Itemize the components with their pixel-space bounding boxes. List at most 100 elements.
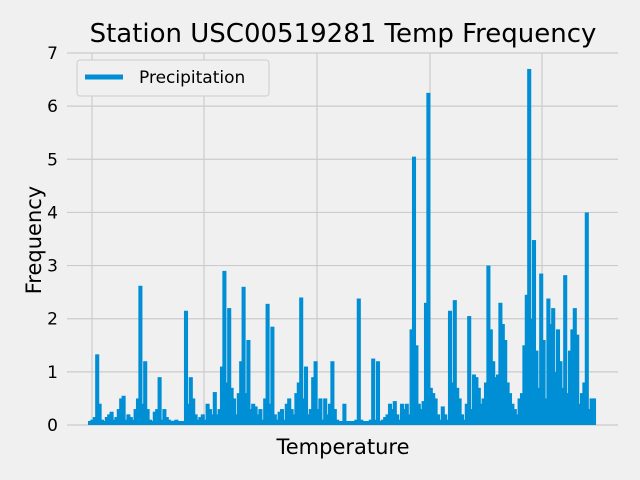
series-mark bbox=[474, 377, 479, 425]
series-mark bbox=[479, 403, 484, 425]
series-mark bbox=[512, 409, 517, 425]
series-mark bbox=[404, 403, 409, 425]
series-mark bbox=[522, 345, 527, 425]
series-mark bbox=[385, 414, 390, 425]
series-mark bbox=[138, 285, 143, 425]
series-mark bbox=[236, 393, 241, 425]
series-mark bbox=[205, 403, 210, 425]
series-mark bbox=[212, 392, 217, 425]
series-mark bbox=[517, 398, 522, 425]
series-mark bbox=[510, 403, 515, 425]
series-mark bbox=[162, 409, 167, 425]
series-mark bbox=[558, 361, 563, 425]
series-mark bbox=[435, 414, 441, 425]
series-mark bbox=[488, 329, 493, 425]
series-mark bbox=[591, 398, 597, 425]
series-mark bbox=[135, 398, 141, 425]
series-mark bbox=[303, 366, 309, 425]
series-mark bbox=[246, 339, 251, 425]
series-mark bbox=[495, 374, 501, 425]
series-mark bbox=[414, 345, 419, 425]
series-mark bbox=[481, 398, 486, 425]
series-mark bbox=[248, 409, 253, 425]
series-mark bbox=[555, 329, 561, 425]
series-mark bbox=[215, 414, 220, 425]
series-mark bbox=[251, 403, 256, 425]
series-mark bbox=[315, 409, 321, 425]
series-mark bbox=[539, 273, 544, 425]
series-mark bbox=[390, 409, 395, 425]
series-mark bbox=[553, 371, 558, 425]
series-mark bbox=[267, 403, 273, 425]
series-mark bbox=[356, 298, 361, 425]
series-mark bbox=[140, 403, 145, 425]
series-mark bbox=[299, 297, 304, 425]
series-mark bbox=[471, 374, 477, 425]
series-mark bbox=[469, 409, 474, 425]
series-mark bbox=[541, 339, 546, 425]
series-mark bbox=[258, 409, 263, 425]
series-mark bbox=[575, 334, 580, 425]
series-mark bbox=[450, 382, 455, 425]
legend-label-precipitation: Precipitation bbox=[139, 68, 245, 88]
series-mark bbox=[325, 414, 330, 425]
series-mark bbox=[515, 414, 520, 425]
series-mark bbox=[183, 310, 189, 425]
series-mark bbox=[119, 398, 124, 425]
series-mark bbox=[565, 393, 570, 425]
series-mark bbox=[207, 409, 213, 425]
series-mark bbox=[193, 414, 198, 425]
series-mark bbox=[464, 403, 469, 425]
series-mark bbox=[116, 409, 121, 425]
series-mark bbox=[500, 324, 505, 425]
legend: Precipitation bbox=[76, 59, 270, 97]
series-mark bbox=[308, 409, 313, 425]
series-mark bbox=[589, 398, 594, 425]
series-mark bbox=[332, 409, 337, 425]
series-mark bbox=[411, 156, 417, 425]
series-mark bbox=[476, 387, 481, 425]
series-mark bbox=[145, 409, 150, 425]
series-mark bbox=[311, 377, 316, 425]
series-mark bbox=[241, 286, 246, 425]
series-mark bbox=[534, 350, 539, 425]
series-mark bbox=[431, 393, 436, 425]
y-axis-label: Frequency bbox=[22, 186, 46, 295]
series-mark bbox=[121, 395, 126, 425]
series-mark bbox=[399, 403, 405, 425]
series-mark bbox=[546, 298, 551, 425]
series-mark bbox=[440, 406, 445, 425]
series-mark bbox=[536, 387, 541, 425]
y-tick-label: 6 bbox=[47, 97, 58, 117]
series-mark bbox=[157, 377, 162, 425]
series-mark bbox=[200, 414, 205, 425]
series-mark bbox=[263, 398, 268, 425]
series-mark bbox=[313, 361, 318, 425]
y-tick-label: 0 bbox=[47, 416, 58, 436]
series-mark bbox=[529, 318, 534, 425]
series-mark bbox=[287, 398, 292, 425]
series-mark bbox=[306, 414, 311, 425]
series-mark bbox=[375, 361, 381, 425]
series-mark bbox=[301, 398, 306, 425]
series-mark bbox=[243, 393, 249, 425]
series-mark bbox=[387, 403, 393, 425]
series-mark bbox=[572, 308, 577, 425]
series-mark bbox=[155, 409, 160, 425]
series-mark bbox=[222, 270, 227, 425]
series-mark bbox=[294, 393, 299, 425]
y-tick-label: 3 bbox=[47, 257, 58, 277]
series-mark bbox=[455, 387, 460, 425]
series-mark bbox=[229, 387, 234, 425]
series-mark bbox=[457, 398, 462, 425]
series-mark bbox=[188, 377, 193, 425]
series-mark bbox=[407, 414, 412, 425]
series-mark bbox=[524, 294, 529, 425]
series-mark bbox=[447, 310, 453, 425]
series-mark bbox=[253, 406, 258, 425]
series-mark bbox=[467, 316, 472, 425]
series-mark bbox=[323, 398, 328, 425]
series-mark bbox=[531, 240, 537, 425]
series-mark bbox=[503, 339, 508, 425]
